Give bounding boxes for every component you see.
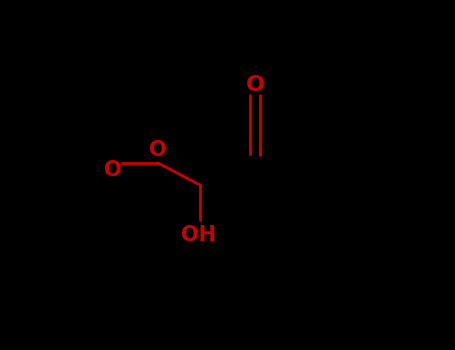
Text: O: O bbox=[149, 140, 167, 160]
Text: O: O bbox=[104, 160, 122, 180]
Text: OH: OH bbox=[181, 225, 216, 245]
Text: O: O bbox=[246, 75, 264, 95]
